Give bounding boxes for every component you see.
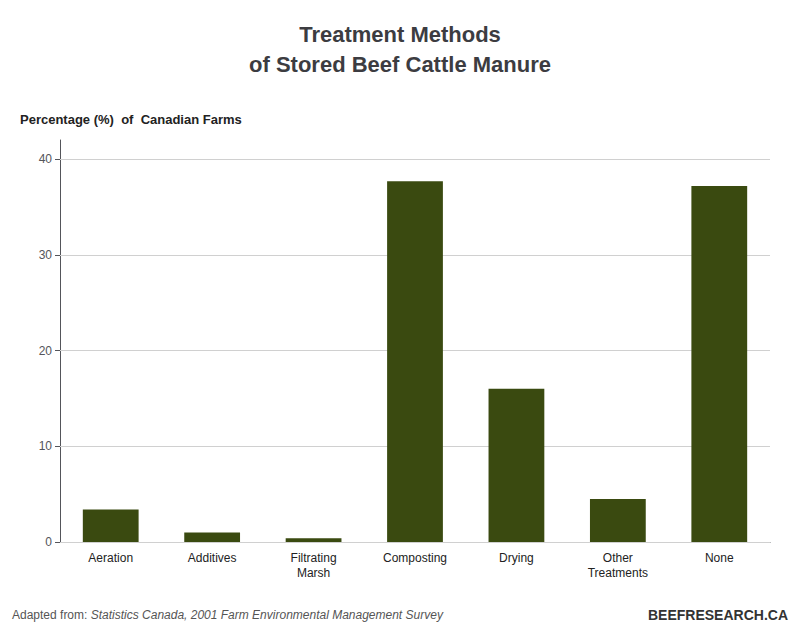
svg-text:Filtrating: Filtrating (291, 551, 337, 565)
svg-text:None: None (705, 551, 734, 565)
svg-text:Other: Other (603, 551, 633, 565)
svg-text:40: 40 (39, 152, 53, 166)
svg-text:20: 20 (39, 344, 53, 358)
svg-text:Aeration: Aeration (88, 551, 133, 565)
svg-text:Drying: Drying (499, 551, 534, 565)
svg-text:10: 10 (39, 439, 53, 453)
svg-text:Additives: Additives (188, 551, 237, 565)
svg-text:30: 30 (39, 248, 53, 262)
svg-text:Marsh: Marsh (297, 566, 330, 580)
svg-text:Composting: Composting (383, 551, 447, 565)
svg-text:Percentage (%) of Canadian F: Percentage (%) of Canadian Farms (20, 112, 242, 127)
svg-text:BEEFRESEARCH.CA: BEEFRESEARCH.CA (648, 607, 788, 623)
svg-text:0: 0 (45, 535, 52, 549)
svg-text:Statistics Canada, 2001 Farm E: Statistics Canada, 2001 Farm Environment… (91, 608, 444, 622)
svg-text:Adapted from:: Adapted from: (12, 608, 87, 622)
svg-text:Treatment Methods: Treatment Methods (299, 22, 501, 47)
svg-text:of Stored Beef Cattle Manure: of Stored Beef Cattle Manure (249, 52, 551, 77)
svg-text:Treatments: Treatments (588, 566, 648, 580)
